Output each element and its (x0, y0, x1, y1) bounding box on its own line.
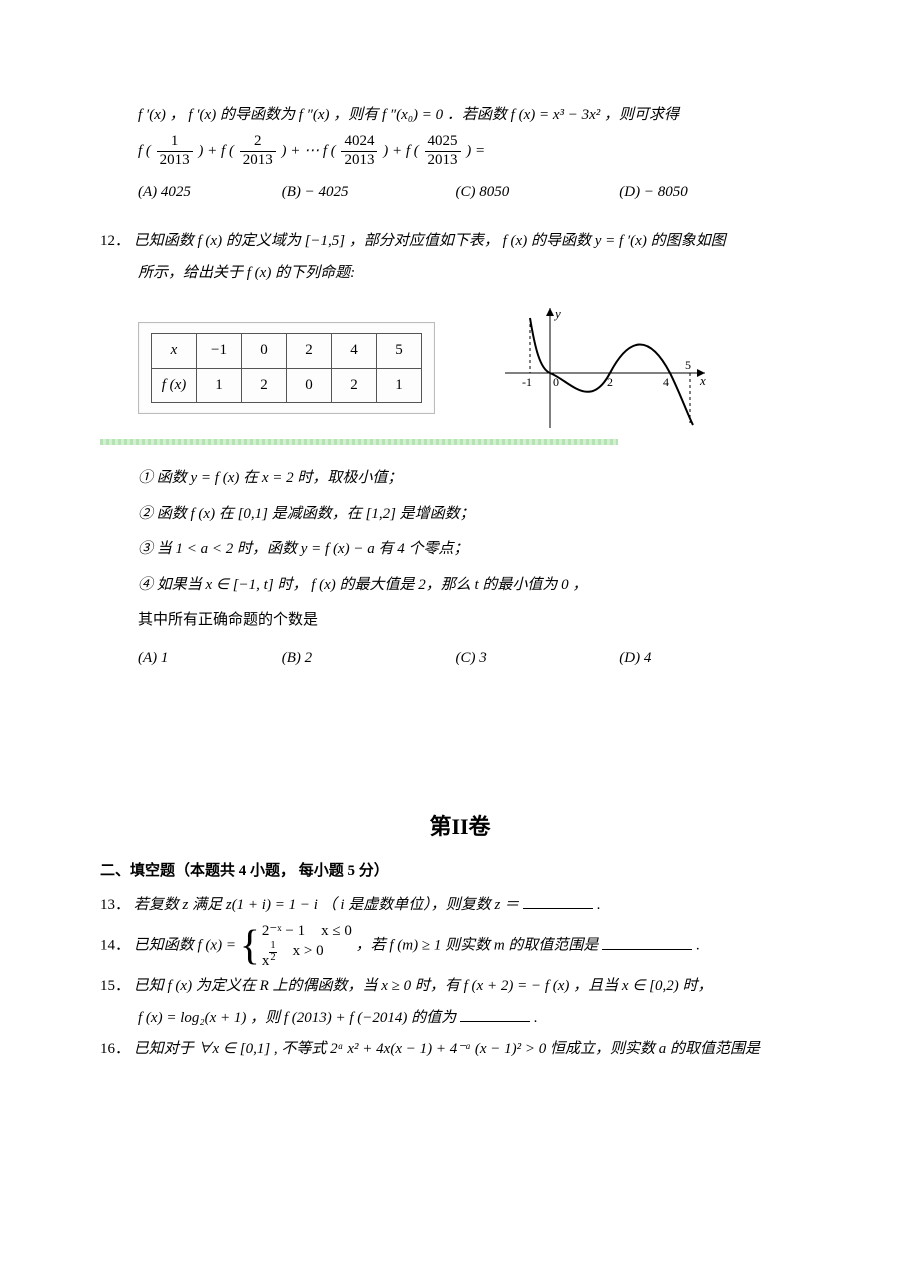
q14-pre: 已知函数 f (x) = (134, 938, 240, 954)
q13-text: 若复数 z 满足 z(1 + i) = 1 − i （ i 是虚数单位），则复数… (134, 897, 519, 913)
sum-mid1: ) + f ( (198, 143, 234, 159)
q11-block: f ′(x) ， f ′(x) 的导函数为 f ″(x) ，则有 f ″(x₀)… (100, 100, 820, 208)
q14-mid: ，若 f (m) ≥ 1 则实数 m 的取值范围是 (356, 938, 599, 954)
q11-opt-d: (D) − 8050 (619, 177, 687, 209)
frac-1: 12013 (157, 133, 193, 169)
case1: 2⁻ˣ − 1 x ≤ 0 (262, 921, 352, 941)
frac-2: 22013 (240, 133, 276, 169)
q14-num: 14． (100, 938, 130, 954)
cell: 0 (287, 368, 332, 403)
cell-fx: f (x) (152, 368, 197, 403)
q12-s1: ① 函数 y = f (x) 在 x = 2 时，取极小值； (100, 463, 820, 495)
cell-x: x (152, 334, 197, 369)
green-divider (100, 439, 618, 445)
q11-opt-b: (B) − 4025 (282, 177, 452, 209)
brace-icon: { (240, 925, 260, 967)
cell: 1 (197, 368, 242, 403)
q15-num: 15． (100, 978, 130, 994)
q12-s4: ④ 如果当 x ∈ [−1, t] 时， f (x) 的最大值是 2，那么 t … (100, 570, 820, 602)
cell: 0 (242, 334, 287, 369)
q12-block: 12． 已知函数 f (x) 的定义域为 [−1,5] ，部分对应值如下表， f… (100, 226, 820, 674)
q15-line2: f (x) = log₂(x + 1) ，则 f (2013) + f (−20… (100, 1003, 820, 1035)
tick: 5 (685, 358, 691, 372)
q15-tail: . (534, 1010, 538, 1026)
q12-num: 12． (100, 233, 130, 249)
q12-text1: 已知函数 f (x) 的定义域为 [−1,5] ，部分对应值如下表， f (x)… (134, 233, 726, 249)
q11-fprime: f ′(x) ， (138, 107, 185, 123)
q16-text: 已知对于 ∀x ∈ [0,1] , 不等式 2ᵃ x² + 4x(x − 1) … (134, 1041, 760, 1057)
cell: 1 (377, 368, 422, 403)
cell: −1 (197, 334, 242, 369)
q12-options: (A) 1 (B) 2 (C) 3 (D) 4 (100, 643, 820, 675)
q13-blank (523, 891, 593, 909)
q12-table-wrap: x −1 0 2 4 5 f (x) 1 2 0 2 1 (138, 322, 435, 414)
q14-blank (602, 932, 692, 950)
q12-s5: 其中所有正确命题的个数是 (100, 605, 820, 637)
q12-s2: ② 函数 f (x) 在 [0,1] 是减函数，在 [1,2] 是增函数； (100, 499, 820, 531)
case2-cond: x > 0 (293, 941, 324, 971)
page: f ′(x) ， f ′(x) 的导函数为 f ″(x) ，则有 f ″(x₀)… (0, 0, 920, 1106)
case2-exp: 12 (269, 941, 276, 963)
tick: 4 (663, 375, 669, 389)
q14: 14． 已知函数 f (x) = { 2⁻ˣ − 1 x ≤ 0 x12 x >… (100, 921, 820, 971)
q16: 16． 已知对于 ∀x ∈ [0,1] , 不等式 2ᵃ x² + 4x(x −… (100, 1034, 820, 1066)
q15: 15． 已知 f (x) 为定义在 R 上的偶函数，当 x ≥ 0 时，有 f … (100, 971, 820, 1034)
q11-sum: f ( 12013 ) + f ( 22013 ) + ⋯ f ( 402420… (138, 132, 820, 171)
table-row: f (x) 1 2 0 2 1 (152, 368, 422, 403)
part2-title: 第II卷 (100, 804, 820, 850)
cell: 5 (377, 334, 422, 369)
axis-x-label: x (699, 373, 706, 388)
q16-num: 16． (100, 1041, 130, 1057)
q11-options: (A) 4025 (B) − 4025 (C) 8050 (D) − 8050 (138, 177, 820, 209)
q12-line2: 所示，给出关于 f (x) 的下列命题: (100, 258, 820, 290)
case2-expr: x12 (262, 941, 277, 971)
q11-opt-c: (C) 8050 (456, 177, 616, 209)
q14-piecewise: { 2⁻ˣ − 1 x ≤ 0 x12 x > 0 (240, 921, 352, 971)
sum-f1: f ( (138, 143, 151, 159)
case1-expr: 2⁻ˣ − 1 (262, 921, 305, 941)
cell: 2 (287, 334, 332, 369)
q15-l2: f (x) = log₂(x + 1) ，则 f (2013) + f (−20… (138, 1010, 456, 1026)
q12-figures: x −1 0 2 4 5 f (x) 1 2 0 2 1 (100, 303, 820, 433)
q15-l1: 已知 f (x) 为定义在 R 上的偶函数，当 x ≥ 0 时，有 f (x +… (134, 978, 713, 994)
sum-dots: ) + ⋯ f ( (281, 143, 335, 159)
cell: 2 (242, 368, 287, 403)
q13-num: 13． (100, 897, 130, 913)
q12-graph: y x -1 0 2 4 5 (495, 303, 715, 433)
sum-close: ) = (466, 143, 485, 159)
cell: 4 (332, 334, 377, 369)
frac-4: 40252013 (425, 133, 461, 169)
axis-y-label: y (553, 306, 561, 321)
q12-line1: 12． 已知函数 f (x) 的定义域为 [−1,5] ，部分对应值如下表， f… (100, 226, 820, 258)
q12-opt-b: (B) 2 (282, 643, 452, 675)
q12-opt-d: (D) 4 (619, 643, 651, 675)
case2: x12 x > 0 (262, 941, 352, 971)
q15-line1: 15． 已知 f (x) 为定义在 R 上的偶函数，当 x ≥ 0 时，有 f … (100, 971, 820, 1003)
tick: 2 (607, 375, 613, 389)
q11-opt-a: (A) 4025 (138, 177, 278, 209)
case2-base: x (262, 953, 270, 969)
tick: -1 (522, 375, 532, 389)
q12-opt-a: (A) 1 (138, 643, 278, 675)
cell: 2 (332, 368, 377, 403)
cases: 2⁻ˣ − 1 x ≤ 0 x12 x > 0 (262, 921, 352, 971)
q13: 13． 若复数 z 满足 z(1 + i) = 1 − i （ i 是虚数单位）… (100, 890, 820, 922)
table-row: x −1 0 2 4 5 (152, 334, 422, 369)
q12-s3: ③ 当 1 < a < 2 时，函数 y = f (x) − a 有 4 个零点… (100, 534, 820, 566)
q11-line1b: f ′(x) 的导函数为 f ″(x) ，则有 f ″(x₀) = 0 ．若函数… (188, 107, 679, 123)
tick: 0 (553, 375, 559, 389)
case1-cond: x ≤ 0 (321, 921, 352, 941)
q14-tail: . (696, 938, 700, 954)
frac-3: 40242013 (341, 133, 377, 169)
q13-tail: . (597, 897, 601, 913)
q15-blank (460, 1004, 530, 1022)
sum-end: ) + f ( (383, 143, 419, 159)
part2-subtitle: 二、填空题（本题共 4 小题， 每小题 5 分） (100, 856, 820, 888)
q12-opt-c: (C) 3 (456, 643, 616, 675)
q11-line1: f ′(x) ， f ′(x) 的导函数为 f ″(x) ，则有 f ″(x₀)… (138, 100, 820, 132)
q12-table: x −1 0 2 4 5 f (x) 1 2 0 2 1 (151, 333, 422, 403)
